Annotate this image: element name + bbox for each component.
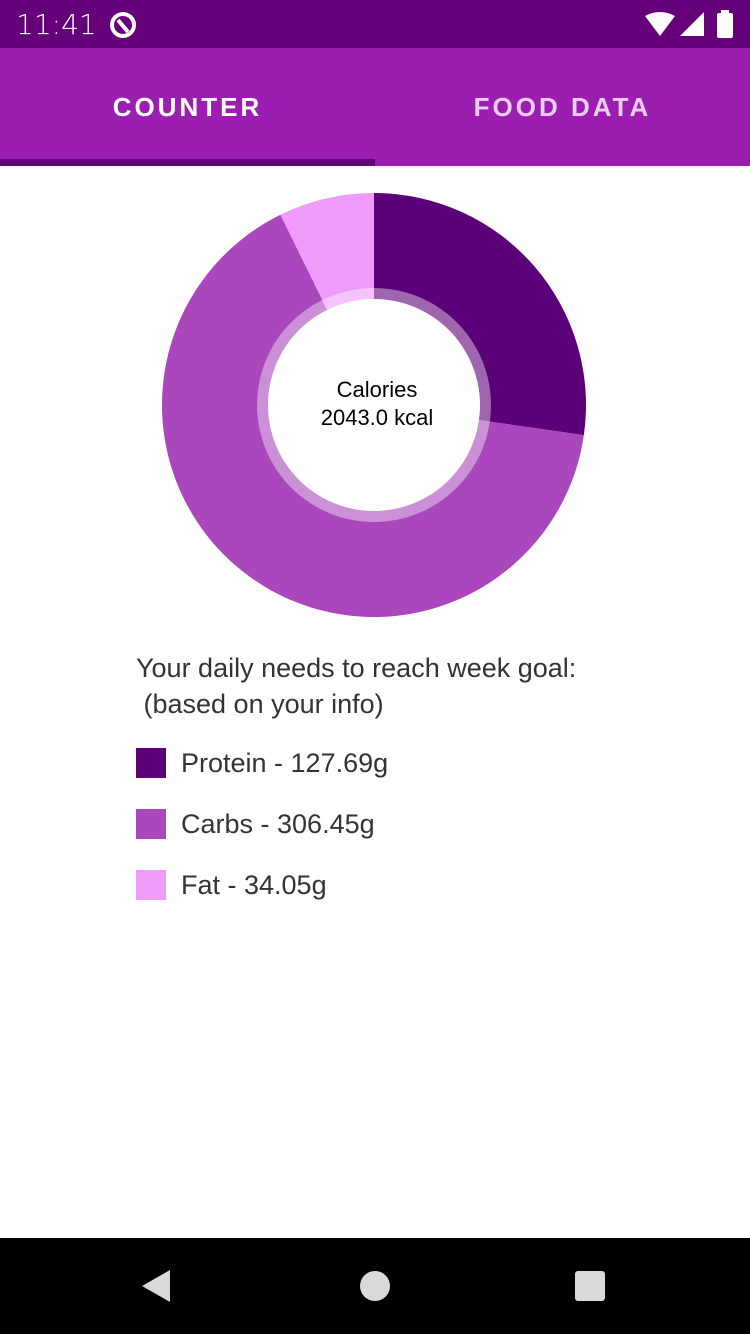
calories-label: Calories (336, 377, 418, 402)
fat-label: Fat - 34.05g (181, 869, 327, 900)
signal-icon (680, 12, 704, 36)
home-button[interactable] (360, 1271, 390, 1301)
protein-label: Protein - 127.69g (181, 747, 389, 778)
carbs-swatch (136, 809, 166, 839)
navigation-bar (0, 1238, 750, 1334)
carbs-label: Carbs - 306.45g (181, 808, 375, 839)
legend-protein: Protein - 127.69g (136, 748, 636, 778)
tab-indicator (0, 159, 375, 166)
daily-needs-heading: Your daily needs to reach week goal: (ba… (136, 653, 577, 719)
macro-donut-chart (162, 193, 586, 617)
back-button[interactable] (142, 1270, 170, 1302)
tab-counter[interactable]: COUNTER (112, 91, 263, 122)
wifi-icon (645, 12, 675, 36)
donut-hole (268, 299, 480, 511)
status-bar: 11:41 (0, 0, 750, 48)
calories-value: 2043.0 kcal (320, 405, 434, 430)
protein-swatch (136, 748, 166, 778)
fat-swatch (136, 870, 166, 900)
status-time: 11:41 (16, 8, 97, 41)
recents-button[interactable] (575, 1271, 605, 1301)
legend-carbs: Carbs - 306.45g (136, 809, 636, 839)
donut-center-label: Calories 2043.0 kcal (274, 376, 480, 432)
tab-bar: COUNTER FOOD DATA (0, 48, 750, 166)
tab-food-data[interactable]: FOOD DATA (473, 91, 652, 122)
legend-fat: Fat - 34.05g (136, 870, 636, 900)
notification-app-icon (110, 12, 136, 38)
battery-icon (717, 10, 733, 38)
